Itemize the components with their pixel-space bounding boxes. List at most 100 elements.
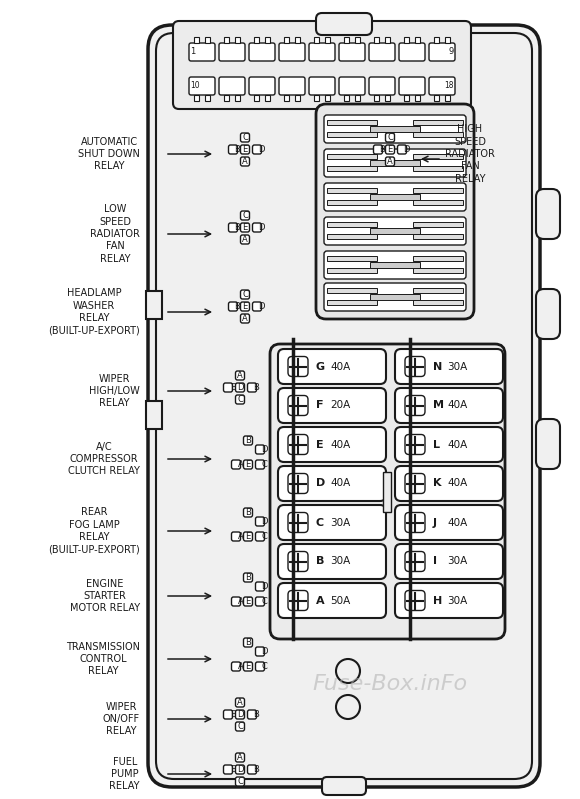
Text: E: E	[316, 439, 324, 450]
Bar	[284, 37, 289, 43]
FancyBboxPatch shape	[405, 590, 425, 610]
Text: Fuse-Box.inFo: Fuse-Box.inFo	[313, 674, 467, 694]
Bar	[295, 95, 300, 101]
Text: A: A	[238, 460, 244, 469]
FancyBboxPatch shape	[148, 25, 540, 787]
FancyBboxPatch shape	[386, 133, 394, 142]
Text: D: D	[261, 582, 268, 591]
FancyBboxPatch shape	[256, 445, 264, 454]
FancyBboxPatch shape	[249, 77, 275, 95]
FancyBboxPatch shape	[309, 43, 335, 61]
Text: D: D	[316, 479, 325, 488]
FancyBboxPatch shape	[223, 765, 233, 774]
FancyBboxPatch shape	[244, 597, 252, 606]
Bar	[146, 291, 162, 319]
Bar	[414, 120, 463, 125]
Text: N: N	[433, 361, 442, 372]
Text: A: A	[238, 662, 244, 671]
Text: E: E	[242, 145, 248, 154]
FancyBboxPatch shape	[231, 460, 241, 469]
Text: FUEL
PUMP
RELAY: FUEL PUMP RELAY	[110, 757, 140, 791]
FancyBboxPatch shape	[241, 302, 249, 311]
Text: WIPER
ON/OFF
RELAY: WIPER ON/OFF RELAY	[103, 702, 140, 737]
Text: ENGINE
STARTER
MOTOR RELAY: ENGINE STARTER MOTOR RELAY	[70, 578, 140, 614]
FancyBboxPatch shape	[248, 710, 256, 719]
Text: D: D	[258, 145, 264, 154]
Bar	[355, 95, 360, 101]
Bar	[235, 95, 240, 101]
Text: C: C	[237, 395, 243, 404]
Bar	[374, 37, 379, 43]
Text: B: B	[379, 145, 386, 154]
Bar	[414, 256, 463, 260]
FancyBboxPatch shape	[405, 551, 425, 571]
Text: B: B	[316, 556, 324, 566]
FancyBboxPatch shape	[241, 157, 249, 166]
Bar	[434, 37, 439, 43]
Text: B: B	[234, 223, 241, 232]
Bar	[327, 300, 376, 305]
FancyBboxPatch shape	[229, 302, 237, 311]
FancyBboxPatch shape	[229, 223, 237, 232]
Bar	[314, 37, 319, 43]
Text: 9: 9	[449, 47, 454, 57]
FancyBboxPatch shape	[429, 43, 455, 61]
Text: M: M	[433, 400, 444, 411]
FancyBboxPatch shape	[278, 466, 386, 501]
Text: A: A	[316, 595, 325, 606]
Bar	[194, 95, 199, 101]
FancyBboxPatch shape	[256, 460, 264, 469]
Text: C: C	[237, 722, 243, 731]
Text: B: B	[245, 573, 251, 582]
Bar	[370, 161, 420, 166]
FancyBboxPatch shape	[244, 508, 252, 517]
FancyBboxPatch shape	[324, 183, 466, 211]
Text: E: E	[230, 765, 235, 774]
Text: 18: 18	[444, 81, 454, 90]
Text: C: C	[262, 532, 267, 541]
FancyBboxPatch shape	[231, 662, 241, 671]
Text: A: A	[238, 597, 244, 606]
Text: A/C
COMPRESSOR
CLUTCH RELAY: A/C COMPRESSOR CLUTCH RELAY	[68, 442, 140, 476]
Bar	[235, 37, 240, 43]
FancyBboxPatch shape	[386, 145, 394, 154]
Bar	[370, 229, 420, 234]
FancyBboxPatch shape	[324, 149, 466, 177]
FancyBboxPatch shape	[235, 383, 245, 392]
Text: H: H	[433, 595, 442, 606]
FancyBboxPatch shape	[278, 505, 386, 540]
FancyBboxPatch shape	[241, 314, 249, 323]
FancyBboxPatch shape	[235, 722, 245, 731]
FancyBboxPatch shape	[244, 662, 252, 671]
FancyBboxPatch shape	[270, 344, 505, 639]
Bar	[374, 95, 379, 101]
FancyBboxPatch shape	[405, 512, 425, 532]
FancyBboxPatch shape	[405, 435, 425, 455]
Bar	[284, 95, 289, 101]
FancyBboxPatch shape	[244, 638, 252, 647]
FancyBboxPatch shape	[256, 532, 264, 541]
FancyBboxPatch shape	[405, 474, 425, 494]
FancyBboxPatch shape	[536, 189, 560, 239]
FancyBboxPatch shape	[244, 436, 252, 445]
Bar	[325, 95, 330, 101]
FancyBboxPatch shape	[256, 582, 264, 591]
Text: D: D	[237, 710, 243, 719]
Bar	[314, 95, 319, 101]
Text: B: B	[253, 383, 259, 392]
Text: B: B	[245, 436, 251, 445]
FancyBboxPatch shape	[288, 356, 308, 376]
Bar	[414, 222, 463, 227]
Bar	[445, 95, 450, 101]
Bar	[295, 37, 300, 43]
Bar	[224, 37, 229, 43]
FancyBboxPatch shape	[395, 427, 503, 462]
FancyBboxPatch shape	[405, 356, 425, 376]
Bar	[415, 37, 420, 43]
Bar	[254, 95, 259, 101]
Text: 40A: 40A	[447, 439, 467, 450]
FancyBboxPatch shape	[288, 590, 308, 610]
FancyBboxPatch shape	[173, 21, 471, 109]
Bar	[327, 153, 376, 159]
Text: A: A	[387, 157, 393, 166]
